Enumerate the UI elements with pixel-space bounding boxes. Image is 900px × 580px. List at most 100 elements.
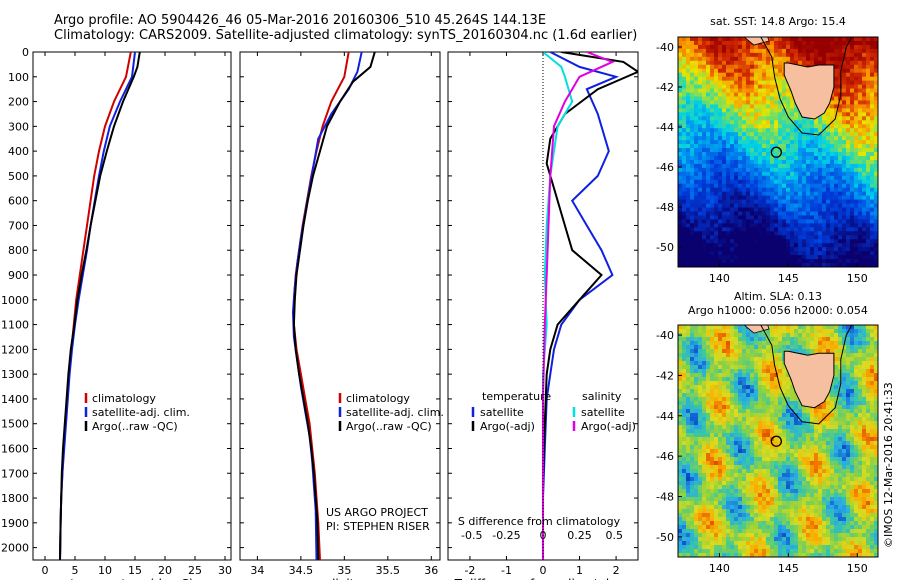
map-cell [858, 108, 863, 113]
map-cell [794, 112, 799, 117]
map-cell [718, 357, 723, 362]
map-cell [730, 64, 735, 70]
map-cell [738, 48, 743, 54]
map-cell [834, 251, 839, 256]
map-cell [778, 159, 783, 165]
map-cell [862, 171, 867, 177]
map-cell [794, 207, 799, 212]
map-cell [722, 207, 727, 212]
map-cell [682, 187, 687, 193]
map-cell [802, 116, 807, 121]
map-cell [874, 128, 878, 133]
map-cell [762, 377, 767, 382]
map-cell [858, 112, 863, 117]
map-cell [866, 243, 871, 248]
map-cell [762, 401, 767, 406]
map-cell [794, 247, 799, 252]
map-cell [874, 337, 878, 342]
map-cell [714, 80, 719, 85]
map-cell [714, 187, 719, 193]
map-cell [826, 449, 831, 454]
map-cell [774, 136, 779, 141]
map-cell [818, 429, 823, 434]
map-cell [790, 433, 795, 438]
map-cell [866, 365, 871, 370]
map-cell [866, 48, 871, 54]
map-cell [770, 341, 775, 346]
map-cell [774, 37, 779, 42]
map-cell [842, 96, 847, 101]
data-point [302, 398, 305, 400]
map-cell [790, 144, 795, 149]
map-cell [698, 333, 703, 338]
map-cell [718, 48, 723, 54]
map-cell [754, 361, 759, 366]
map-cell [862, 187, 867, 193]
map-cell [874, 187, 878, 193]
map-cell [850, 152, 855, 157]
map-cell [702, 429, 707, 434]
map-cell [706, 140, 711, 145]
map-cell [750, 48, 755, 54]
map-cell [834, 199, 839, 204]
map-cell [822, 441, 827, 446]
map-cell [678, 445, 683, 450]
map-cell [822, 227, 827, 232]
map-cell [734, 132, 739, 137]
map-cell [822, 140, 827, 145]
map-cell [706, 433, 711, 438]
map-cell [754, 449, 759, 454]
map-cell [858, 207, 863, 212]
map-cell [686, 247, 691, 252]
map-cell [802, 247, 807, 252]
map-cell [798, 152, 803, 157]
map-cell [806, 37, 811, 42]
map-cell [770, 48, 775, 54]
map-cell [786, 124, 791, 129]
data-point [549, 52, 552, 53]
map-cell [770, 187, 775, 193]
map-cell [718, 405, 723, 410]
y-tick-label: 2000 [1, 542, 29, 555]
map-cell [846, 381, 851, 386]
map-cell [702, 413, 707, 418]
map-cell [782, 136, 787, 141]
map-cell [734, 52, 739, 58]
map-cell [758, 72, 763, 78]
map-cell [846, 88, 851, 93]
map-cell [738, 116, 743, 121]
map-cell [778, 132, 783, 137]
map-cell [866, 235, 871, 240]
map-cell [710, 429, 715, 434]
map-cell [790, 325, 795, 330]
map-cell [770, 425, 775, 430]
map-cell [722, 187, 727, 193]
map-cell [794, 417, 799, 422]
x-tick-label: 30 [218, 564, 232, 577]
data-point [136, 66, 139, 68]
map-cell [682, 337, 687, 342]
map-cell [710, 72, 715, 78]
map-cell [790, 116, 795, 121]
map-cell [810, 349, 815, 354]
map-cell [806, 40, 811, 46]
data-point [299, 249, 301, 252]
map-cell [862, 231, 867, 236]
map-cell [870, 377, 875, 382]
map-cell [726, 227, 731, 232]
map-cell [822, 243, 827, 248]
map-cell [850, 349, 855, 354]
map-cell [726, 84, 731, 89]
map-cell [802, 128, 807, 133]
map-cell [690, 37, 695, 42]
map-cell [686, 401, 691, 406]
map-cell [842, 425, 847, 430]
map-cell [698, 353, 703, 358]
map-cell [742, 231, 747, 236]
map-cell [726, 52, 731, 58]
map-cell [758, 159, 763, 165]
map-cell [762, 219, 767, 224]
map-cell [714, 183, 719, 189]
map-cell [874, 421, 878, 426]
map-cell [766, 116, 771, 121]
